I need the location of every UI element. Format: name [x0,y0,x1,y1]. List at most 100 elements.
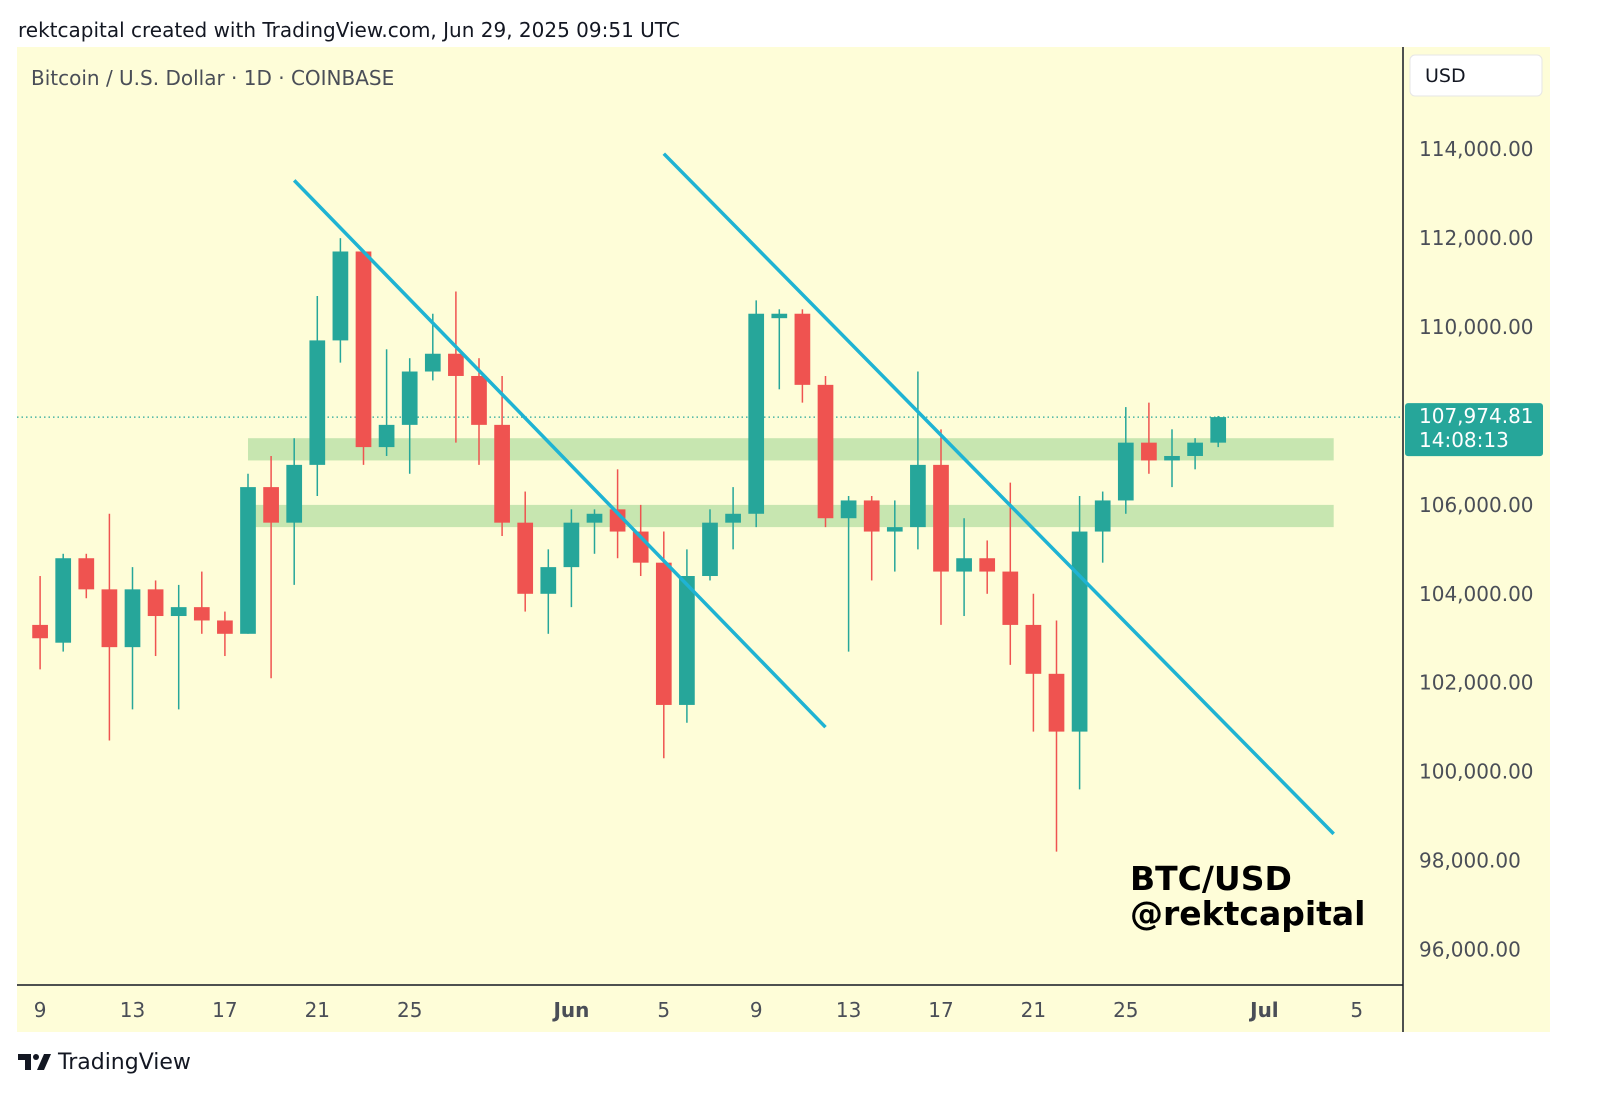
candle-body [956,558,972,572]
candle[interactable] [655,531,672,759]
candle[interactable] [1210,415,1227,448]
price-axis-ticks: 96,000.00 98,000.00 100,000.00 102,000.00 10… [1419,137,1534,961]
candle[interactable] [378,349,395,456]
candle-body [332,251,349,341]
candle-body [193,607,210,621]
currency-button[interactable]: USD [1409,54,1543,97]
candle-body [655,562,672,705]
candle[interactable] [1164,429,1180,488]
candle[interactable] [217,611,233,657]
candle[interactable] [1025,593,1042,732]
candle[interactable] [679,549,695,723]
candle[interactable] [933,429,949,625]
tradingview-logo[interactable]: TradingView [18,1046,191,1078]
candle[interactable] [863,495,880,581]
candle-body [401,371,418,425]
candle[interactable] [170,584,187,710]
candle[interactable] [401,358,418,474]
candle-body [1187,442,1203,456]
candle-body [1025,624,1042,674]
trendline[interactable] [662,152,1335,836]
candle-body [1071,531,1088,732]
price-tick-label: 106,000.00 [1419,493,1534,517]
candle[interactable] [563,509,580,608]
candle[interactable] [147,580,164,657]
candle-body [1002,571,1019,625]
candle-body [979,558,996,572]
candle-body [540,567,557,594]
candle[interactable] [1117,407,1134,514]
support-zones [248,438,1334,528]
candle[interactable] [1187,438,1203,470]
time-tick-label: 25 [397,998,422,1022]
candle[interactable] [193,571,210,634]
candle[interactable] [794,309,811,403]
candle[interactable] [1048,620,1065,852]
candle-body [1094,500,1111,532]
candle[interactable] [78,553,95,599]
time-tick-label: Jun [551,998,589,1022]
candle[interactable] [55,553,72,652]
candle[interactable] [286,438,303,585]
current-price-tag: 107,974.81 14:08:13 [1405,403,1543,457]
tradingview-logo-text: TradingView [58,1049,191,1075]
candle[interactable] [586,509,603,554]
candle-body [55,558,72,643]
candle-body [1117,442,1134,501]
candle-body [378,424,395,448]
candle-body [101,589,118,648]
candle[interactable] [748,300,765,528]
candle[interactable] [702,509,718,581]
time-tick-label: 13 [120,998,145,1022]
candle[interactable] [240,473,256,634]
candle[interactable] [332,238,349,363]
candle[interactable] [309,295,326,496]
watermark-author: @rektcapital [1130,894,1366,933]
price-tick-label: 104,000.00 [1419,582,1534,606]
candle[interactable] [910,371,926,550]
candle[interactable] [771,309,788,390]
candle-body [771,313,788,319]
price-tick-label: 114,000.00 [1419,137,1534,161]
candle[interactable] [886,500,903,572]
candle[interactable] [448,291,464,443]
candle[interactable] [517,491,534,612]
candle-body [517,522,534,594]
time-tick-label: 5 [657,998,670,1022]
time-tick-label: 17 [928,998,953,1022]
candle[interactable] [1094,491,1111,563]
candle[interactable] [471,358,487,465]
candle-body [748,313,765,514]
candle-body [863,500,880,532]
candle-body [355,251,372,448]
candle[interactable] [840,495,857,652]
candle[interactable] [540,549,557,634]
trendline[interactable] [292,179,827,729]
candle[interactable] [494,375,510,537]
price-tick-label: 96,000.00 [1419,937,1521,961]
candle[interactable] [979,540,996,594]
time-tick-label: 13 [836,998,861,1022]
candle-body [286,464,303,523]
candle-body [263,487,279,523]
candle-body [817,384,834,519]
candle[interactable] [355,251,372,465]
price-tick-label: 100,000.00 [1419,760,1534,784]
candle-body [424,353,441,372]
candle[interactable] [263,455,279,679]
candle-body [679,576,695,705]
candle[interactable] [817,375,834,528]
candle[interactable] [956,518,972,617]
candle[interactable] [1141,402,1157,474]
candle[interactable] [725,487,741,550]
currency-button-label[interactable]: USD [1425,65,1466,87]
candle-body [170,607,187,617]
time-axis-ticks: 9 13 17 21 25 Jun 5 9 13 17 21 25 Jul 5 [34,998,1363,1022]
candle[interactable] [1002,482,1019,665]
candle[interactable] [124,567,141,710]
candle[interactable] [32,576,48,670]
chart-caption: rektcapital created with TradingView.com… [18,18,680,42]
candle-body [886,527,903,532]
candle[interactable] [101,513,118,741]
